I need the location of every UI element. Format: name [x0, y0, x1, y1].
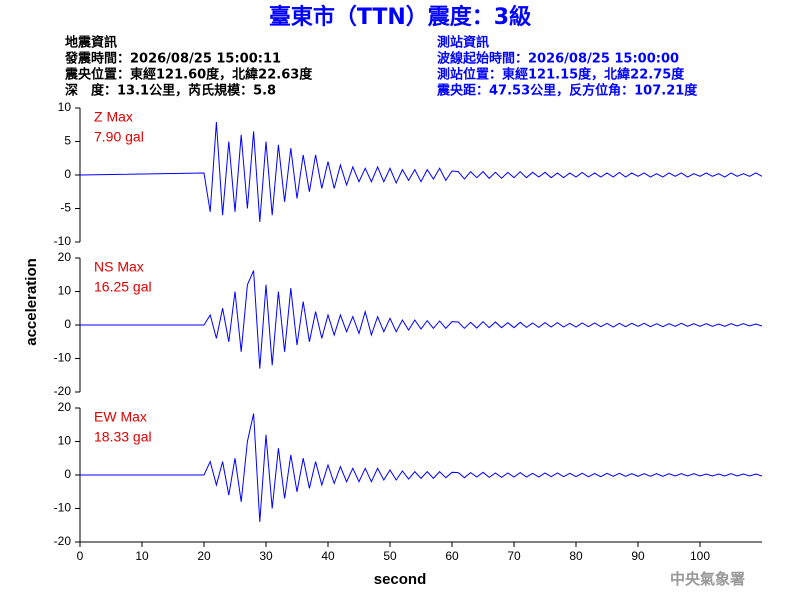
agency: 中央氣象署 [670, 570, 745, 588]
y-tick-label: -10 [54, 501, 72, 515]
info-line: 震央距：47.53公里，反方位角：107.21度 [436, 83, 698, 99]
panel-name: NS Max [94, 259, 144, 275]
x-tick-label: 70 [507, 549, 521, 563]
x-tick-label: 50 [383, 549, 397, 563]
info-line: 深 度：13.1公里，芮氏規模：5.8 [65, 83, 276, 99]
y-tick-label: 10 [58, 100, 72, 114]
station-info: 測站資訊 波線起始時間：2026/08/25 15:00:00 測站位置：東經1… [436, 35, 698, 99]
x-tick-label: 60 [445, 549, 459, 563]
chart-title: 臺東市（TTN）震度：3級 [269, 4, 531, 30]
y-tick-label: 0 [64, 317, 71, 331]
y-tick-label: 20 [58, 400, 72, 414]
x-tick-label: 30 [259, 549, 273, 563]
y-tick-label: 0 [64, 167, 71, 181]
info-line: 發震時間：2026/08/25 15:00:11 [64, 51, 281, 67]
waveform [80, 413, 763, 522]
x-tick-label: 10 [135, 549, 149, 563]
x-tick-label: 100 [690, 549, 710, 563]
x-tick-label: 40 [321, 549, 335, 563]
panel-max: 7.90 gal [94, 129, 144, 145]
y-tick-label: 5 [64, 134, 71, 148]
y-tick-label: 10 [58, 284, 72, 298]
x-tick-label: 80 [569, 549, 583, 563]
y-tick-label: 20 [58, 250, 72, 264]
panel-name: EW Max [94, 409, 147, 425]
y-tick-label: -20 [54, 384, 72, 398]
panel-name: Z Max [94, 109, 133, 125]
panel-max: 18.33 gal [94, 429, 152, 445]
x-tick-label: 90 [631, 549, 645, 563]
y-tick-label: 0 [64, 467, 71, 481]
waveform [79, 122, 763, 222]
y-tick-label: -10 [54, 234, 72, 248]
waveform [80, 270, 763, 369]
x-tick-label: 20 [197, 549, 211, 563]
y-tick-label: -10 [54, 351, 72, 365]
panel-max: 16.25 gal [94, 279, 152, 295]
quake-info: 地震資訊 發震時間：2026/08/25 15:00:11 震央位置：東經121… [64, 35, 313, 99]
x-tick-label: 0 [77, 549, 84, 563]
y-tick-label: -20 [54, 534, 72, 548]
info-line: 地震資訊 [65, 35, 117, 51]
y-tick-label: 10 [58, 434, 72, 448]
y-axis-label: acceleration [23, 258, 40, 346]
y-tick-label: -5 [60, 201, 71, 215]
info-line: 測站資訊 [437, 35, 489, 51]
info-line: 震央位置：東經121.60度，北緯22.63度 [64, 67, 313, 83]
x-axis-label: second [374, 571, 427, 588]
info-line: 波線起始時間：2026/08/25 15:00:00 [437, 51, 679, 67]
info-line: 測站位置：東經121.15度，北緯22.75度 [437, 67, 685, 83]
